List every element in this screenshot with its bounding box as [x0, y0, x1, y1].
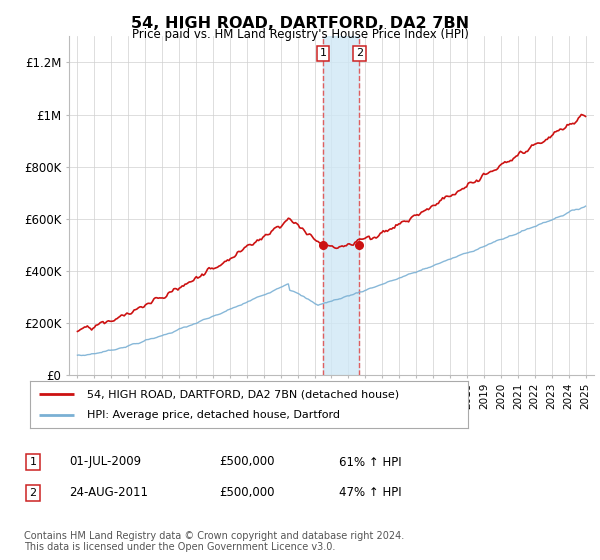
Text: 24-AUG-2011: 24-AUG-2011 [69, 486, 148, 500]
Text: 47% ↑ HPI: 47% ↑ HPI [339, 486, 401, 500]
Text: 01-JUL-2009: 01-JUL-2009 [69, 455, 141, 469]
Text: 54, HIGH ROAD, DARTFORD, DA2 7BN: 54, HIGH ROAD, DARTFORD, DA2 7BN [131, 16, 469, 31]
Text: 61% ↑ HPI: 61% ↑ HPI [339, 455, 401, 469]
Text: Price paid vs. HM Land Registry's House Price Index (HPI): Price paid vs. HM Land Registry's House … [131, 28, 469, 41]
Text: 2: 2 [29, 488, 37, 498]
Text: 54, HIGH ROAD, DARTFORD, DA2 7BN (detached house): 54, HIGH ROAD, DARTFORD, DA2 7BN (detach… [87, 389, 399, 399]
Text: 2: 2 [356, 48, 363, 58]
Text: 1: 1 [29, 457, 37, 467]
Text: Contains HM Land Registry data © Crown copyright and database right 2024.
This d: Contains HM Land Registry data © Crown c… [24, 531, 404, 553]
Text: £500,000: £500,000 [219, 455, 275, 469]
Text: HPI: Average price, detached house, Dartford: HPI: Average price, detached house, Dart… [87, 410, 340, 420]
Text: £500,000: £500,000 [219, 486, 275, 500]
Bar [323, 36, 359, 375]
Text: 1: 1 [320, 48, 326, 58]
